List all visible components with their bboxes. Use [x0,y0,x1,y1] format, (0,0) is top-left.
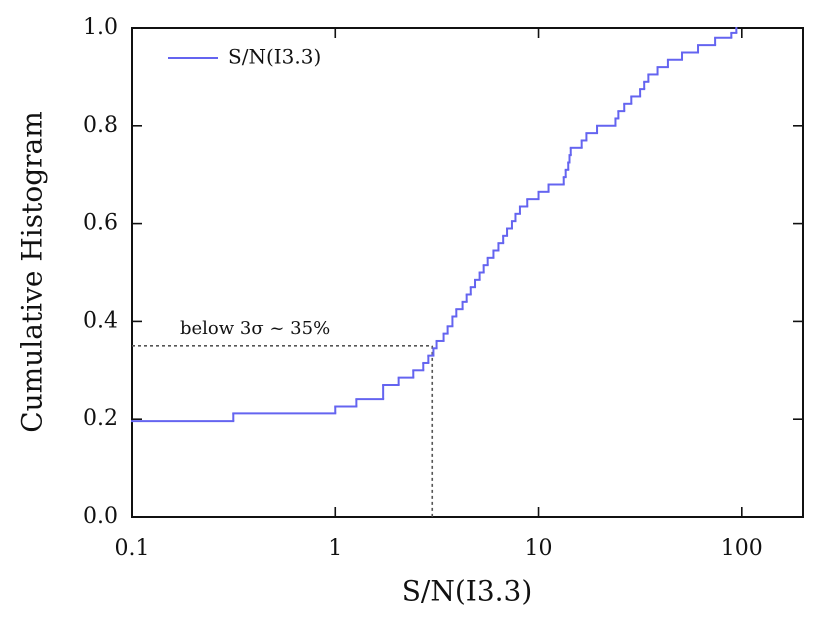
y-tick-label: 0.2 [83,406,118,431]
x-tick-label: 0.1 [115,536,150,561]
annotation: below 3σ ~ 35% [180,318,330,339]
y-tick-label: 0.4 [83,308,118,333]
plot-frame [131,27,804,518]
x-tick-label: 100 [721,536,763,561]
y-axis-label: Cumulative Histogram [16,111,49,433]
x-axis-label: S/N(I3.3) [402,575,533,608]
y-tick-label: 1.0 [83,15,118,40]
y-tick-label: 0.0 [83,504,118,529]
y-tick-label: 0.6 [83,211,118,236]
x-tick-label: 10 [525,536,553,561]
y-tick-label: 0.8 [83,113,118,138]
x-tick-label: 1 [328,536,342,561]
legend-label: S/N(I3.3) [228,45,321,69]
